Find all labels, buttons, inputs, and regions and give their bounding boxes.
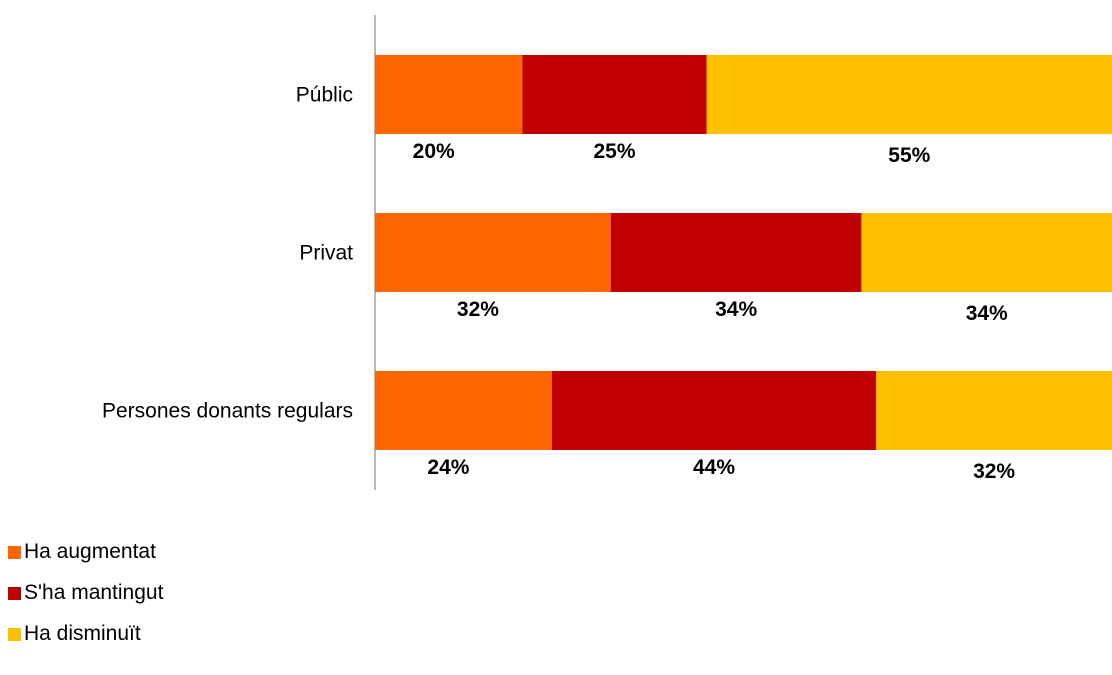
legend-label: S'ha mantingut bbox=[24, 581, 164, 604]
data-label: 34% bbox=[715, 298, 757, 321]
category-label: Persones donants regulars bbox=[102, 400, 353, 423]
category-label: Privat bbox=[299, 242, 353, 265]
category-labels: Públic Privat Persones donants regulars bbox=[102, 84, 353, 423]
bar-segment bbox=[522, 55, 707, 134]
legend-label: Ha augmentat bbox=[24, 540, 156, 563]
legend-item-ha-disminuit: Ha disminuït bbox=[8, 622, 163, 645]
data-label: 44% bbox=[693, 456, 735, 479]
legend-swatch bbox=[8, 545, 21, 559]
data-label: 34% bbox=[966, 302, 1008, 325]
bar-segment bbox=[610, 213, 862, 292]
data-labels: 20% 25% 55% 32% 34% 34% 24% 44% 32% bbox=[413, 140, 1016, 483]
data-label: 24% bbox=[427, 456, 469, 479]
data-label: 55% bbox=[888, 144, 930, 167]
legend-swatch bbox=[8, 586, 21, 600]
legend-swatch bbox=[8, 627, 21, 641]
legend-label: Ha disminuït bbox=[24, 622, 141, 645]
bar-segment bbox=[375, 55, 523, 134]
bar-segment bbox=[861, 213, 1112, 292]
category-label: Públic bbox=[296, 84, 353, 107]
bars-group bbox=[375, 55, 1112, 450]
data-label: 32% bbox=[973, 460, 1015, 483]
data-label: 20% bbox=[413, 140, 455, 163]
bar-segment bbox=[551, 371, 877, 450]
legend: Ha augmentat S'ha mantingut Ha disminuït bbox=[8, 540, 164, 665]
bar-segment bbox=[876, 371, 1112, 450]
bar-segment bbox=[375, 371, 552, 450]
legend-item-sha-mantingut: S'ha mantingut bbox=[8, 581, 164, 604]
bar-segment bbox=[706, 55, 1112, 134]
data-label: 32% bbox=[457, 298, 499, 321]
data-label: 25% bbox=[594, 140, 636, 163]
legend-item-ha-augmentat: Ha augmentat bbox=[8, 540, 163, 563]
bar-segment bbox=[375, 213, 611, 292]
stacked-bar-chart: Públic Privat Persones donants regulars 20… bbox=[102, 15, 1112, 490]
